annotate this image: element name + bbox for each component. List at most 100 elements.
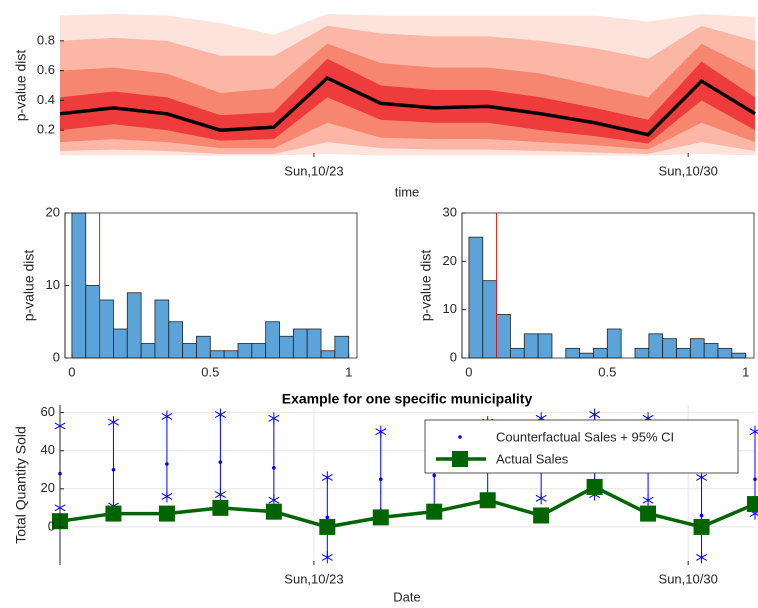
ci-upper bbox=[214, 408, 226, 421]
y-tick-label: 20 bbox=[443, 253, 457, 268]
bar bbox=[237, 343, 253, 359]
actual-point bbox=[212, 499, 229, 516]
actual-point bbox=[479, 492, 496, 509]
bar bbox=[468, 236, 484, 359]
bar bbox=[306, 328, 322, 359]
y-tick-label: 0.8 bbox=[37, 32, 55, 47]
y-tick-label: 20 bbox=[46, 204, 60, 219]
axes-box bbox=[461, 212, 755, 359]
star-stroke bbox=[535, 494, 547, 502]
counterfactual-point bbox=[165, 462, 169, 466]
star-stroke bbox=[268, 414, 280, 422]
bar bbox=[140, 343, 156, 359]
y-tick-label: 0 bbox=[450, 349, 457, 364]
y-tick-label: 0 bbox=[53, 349, 60, 364]
ci-lower bbox=[161, 490, 173, 503]
star-stroke bbox=[749, 429, 758, 436]
actual-point bbox=[586, 478, 603, 495]
bar bbox=[579, 352, 594, 359]
ci-lower bbox=[696, 551, 707, 564]
band bbox=[60, 58, 755, 144]
star-stroke bbox=[321, 553, 333, 561]
y-axis-label: Total Quantity Sold bbox=[13, 426, 29, 544]
bar bbox=[223, 350, 239, 359]
counterfactual-point bbox=[753, 477, 757, 482]
star-stroke bbox=[642, 496, 654, 504]
y-tick-label: 40 bbox=[41, 442, 55, 457]
x-tick-label: Sun,10/30 bbox=[659, 571, 718, 586]
bar bbox=[731, 352, 747, 359]
bar bbox=[334, 335, 350, 359]
bar bbox=[251, 343, 267, 359]
x-tick-label: 0 bbox=[68, 364, 75, 379]
star-stroke bbox=[108, 418, 119, 426]
actual-point bbox=[533, 507, 550, 524]
y-tick-label: 0.2 bbox=[37, 122, 55, 137]
bar bbox=[717, 347, 733, 359]
ci-upper bbox=[268, 412, 280, 425]
x-tick-label: 0 bbox=[465, 364, 472, 379]
y-tick-label: 0 bbox=[48, 518, 55, 533]
x-axis-label: time bbox=[395, 184, 420, 199]
bar bbox=[593, 347, 608, 359]
bar bbox=[265, 321, 280, 359]
median-line bbox=[59, 75, 756, 137]
counterfactual-point bbox=[699, 513, 704, 518]
legend-label: Counterfactual Sales + 95% CI bbox=[496, 429, 674, 444]
bar bbox=[634, 347, 650, 359]
bar bbox=[196, 335, 211, 359]
counterfactual-point bbox=[378, 477, 383, 482]
actual-point bbox=[105, 505, 122, 522]
x-tick-label: Sun,10/30 bbox=[659, 163, 718, 178]
star-stroke bbox=[214, 411, 226, 418]
legend-box bbox=[424, 419, 739, 474]
counterfactual-point bbox=[272, 466, 276, 470]
bar bbox=[648, 333, 664, 359]
ci-upper bbox=[161, 410, 173, 423]
star-stroke bbox=[161, 492, 173, 500]
bar bbox=[689, 338, 705, 359]
counterfactual-point bbox=[432, 473, 437, 478]
bar bbox=[209, 350, 225, 359]
ci-upper bbox=[108, 416, 119, 429]
actual-point bbox=[372, 509, 389, 526]
y-tick-label: 20 bbox=[41, 480, 55, 495]
y-tick-label: 0.6 bbox=[37, 62, 55, 77]
y-tick-label: 30 bbox=[443, 204, 457, 219]
bar bbox=[168, 321, 184, 359]
actual-point bbox=[265, 503, 282, 520]
bar bbox=[676, 347, 691, 359]
bar bbox=[662, 338, 677, 359]
counterfactual-point bbox=[325, 515, 330, 520]
y-axis-label: p-value dist bbox=[13, 50, 29, 122]
bar bbox=[113, 328, 128, 359]
bar bbox=[279, 335, 294, 359]
actual-point bbox=[693, 518, 710, 535]
x-tick-label: Sun,10/23 bbox=[284, 571, 343, 586]
y-tick-label: 10 bbox=[46, 277, 60, 292]
ci-lower bbox=[642, 494, 654, 507]
actual-point bbox=[426, 503, 443, 520]
counterfactual-point bbox=[218, 460, 223, 464]
bar bbox=[510, 347, 525, 359]
ci-lower bbox=[214, 488, 226, 501]
actual-point bbox=[640, 505, 657, 522]
x-tick-label: 0.5 bbox=[598, 364, 616, 379]
ci-upper bbox=[749, 425, 758, 438]
x-tick-label: 0.5 bbox=[201, 364, 219, 379]
actual-line bbox=[59, 484, 756, 529]
star-stroke bbox=[161, 412, 173, 420]
y-axis-label: p-value dist bbox=[418, 250, 434, 322]
bar bbox=[85, 285, 100, 359]
bar bbox=[126, 292, 142, 359]
star-stroke bbox=[749, 511, 758, 518]
ci-upper bbox=[589, 408, 601, 421]
y-tick-label: 0.4 bbox=[37, 92, 55, 107]
bar bbox=[537, 333, 553, 359]
actual-point bbox=[319, 518, 336, 535]
x-tick-label: 1 bbox=[345, 364, 352, 379]
ci-upper bbox=[375, 425, 387, 438]
bar bbox=[154, 299, 170, 359]
bar bbox=[565, 347, 581, 359]
